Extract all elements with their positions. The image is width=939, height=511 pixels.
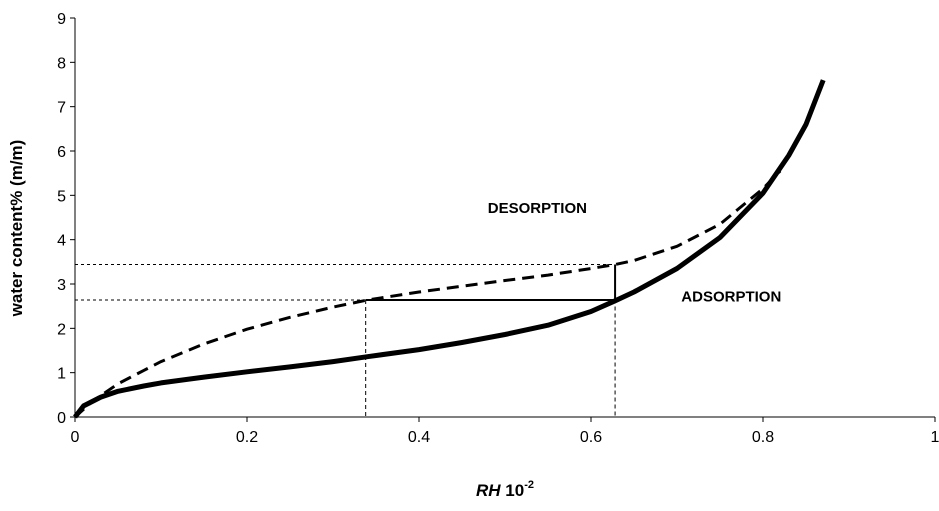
y-tick-label: 1 [57,366,66,383]
x-tick-label: 0.8 [752,429,774,446]
desorption-label: DESORPTION [488,200,587,217]
y-tick-label: 7 [57,100,66,117]
y-axis-title: water content% (m/m) [7,140,26,318]
adsorption-curve [73,79,826,419]
y-tick-label: 8 [57,55,66,72]
x-tick-label: 0.4 [408,429,430,446]
y-tick-label: 5 [57,188,66,205]
desorption-curve [73,169,782,419]
x-axis-title-exponent: -2 [524,479,534,491]
x-tick-label: 0.2 [236,429,258,446]
y-tick-label: 2 [57,321,66,338]
x-tick-label: 1 [931,429,939,446]
axes: 0 1 2 3 4 5 6 7 8 9 0 0.2 0.4 0.6 0.8 1 [57,11,939,446]
y-tick-label: 4 [57,233,66,250]
x-axis-title: RH 10-2 [476,479,534,500]
y-tick-label: 9 [57,11,66,28]
y-tick-label: 0 [57,410,66,427]
x-axis-title-main: RH [476,481,501,500]
adsorption-label: ADSORPTION [681,289,781,306]
y-tick-label: 6 [57,144,66,161]
y-tick-label: 3 [57,277,66,294]
x-tick-label: 0 [71,429,80,446]
plot-area: DESORPTION ADSORPTION [73,79,826,419]
x-axis-title-tail: 10 [501,481,525,500]
x-tick-label: 0.6 [580,429,602,446]
